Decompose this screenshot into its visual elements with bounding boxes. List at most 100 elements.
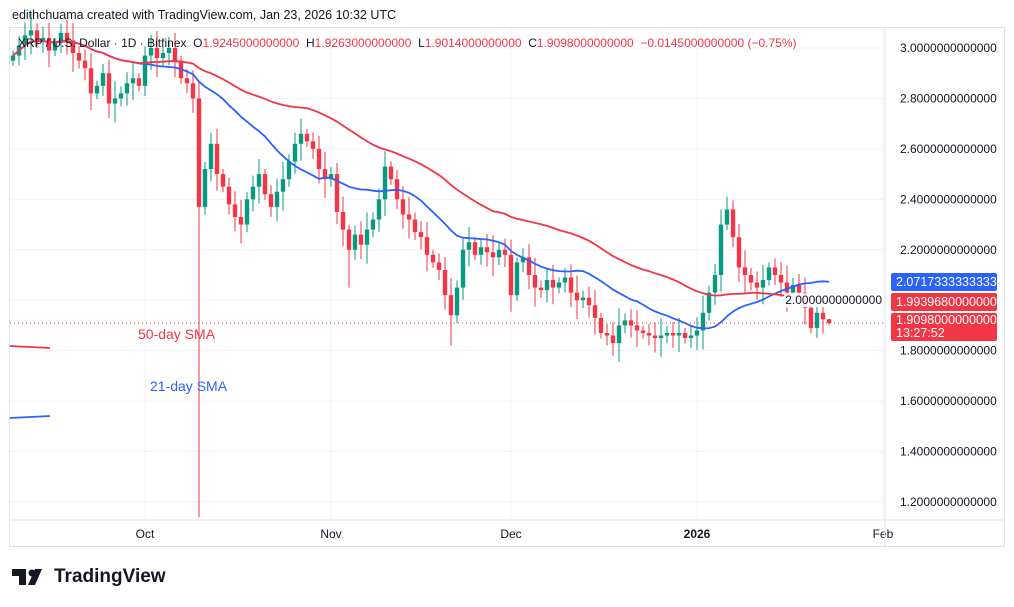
candle-body [580, 297, 586, 301]
symbol-title[interactable]: XRP / U.S. Dollar · 1D · Bitfinex [18, 36, 187, 50]
y-tick-label: 1.6000000000000 [900, 394, 997, 408]
candle-body [202, 169, 208, 207]
candle-body [760, 280, 766, 288]
candle-body [370, 219, 376, 230]
candle-body [304, 133, 310, 142]
candle-body [616, 325, 622, 344]
candle-body [700, 312, 706, 331]
candle-body [508, 254, 514, 296]
y-tick-label: 2.4000000000000 [900, 192, 997, 206]
candle-body [286, 161, 292, 180]
candle-body [214, 143, 220, 175]
x-tick-label: 2026 [684, 527, 711, 541]
candle-body [814, 312, 820, 328]
candle-body [742, 267, 748, 275]
y-tick-label: 1.4000000000000 [900, 445, 997, 459]
candle-body [118, 93, 124, 99]
candle-body [718, 224, 724, 275]
candle-body [10, 55, 16, 61]
candle-body [820, 312, 826, 320]
candle-body [196, 98, 202, 207]
sma21-annotation: 21-day SMA [150, 378, 228, 394]
candle-body [46, 37, 52, 51]
sma50-swatch [9, 345, 51, 349]
tradingview-logo[interactable]: TradingView [12, 566, 166, 588]
candle-body [550, 280, 556, 288]
candle-body [766, 267, 772, 281]
candle-body [40, 37, 46, 41]
candle-body [166, 48, 172, 54]
candle-body [772, 267, 778, 275]
chart-credit: edithchuama created with TradingView.com… [12, 8, 397, 22]
candle-body [238, 216, 244, 225]
candle-body [664, 332, 670, 336]
chart-frame [9, 27, 1005, 547]
candle-body [754, 282, 760, 288]
candle-body [568, 277, 574, 293]
candle-body [28, 30, 34, 36]
candle-body [334, 174, 340, 212]
candle-body [796, 285, 802, 293]
candle-body [406, 214, 412, 220]
y-tick-label: 2.2000000000000 [900, 243, 997, 257]
candle-body [790, 285, 796, 293]
candle-body [670, 332, 676, 336]
sma50-annotation: 50-day SMA [138, 326, 216, 342]
candle-body [310, 141, 316, 149]
candle-body [736, 237, 742, 268]
candle-body [256, 174, 262, 187]
low-label: L [418, 36, 425, 50]
tradingview-logo-icon [12, 569, 42, 585]
candle-body [220, 174, 226, 187]
candle-body [142, 55, 148, 86]
candle-body [574, 292, 580, 301]
candle-body [172, 48, 178, 61]
candle-body [52, 42, 58, 51]
candle-body [646, 332, 652, 336]
candle-body [466, 242, 472, 250]
candle-body [382, 166, 388, 200]
candle-body [682, 332, 688, 339]
x-tick-label: Feb [873, 527, 894, 541]
candle-body [346, 229, 352, 250]
candle-body [226, 186, 232, 205]
candle-body [694, 330, 700, 336]
candle-body [136, 78, 142, 86]
candle-body [610, 335, 616, 344]
candle-body [58, 32, 64, 43]
candle-body [34, 30, 40, 41]
candle-body [460, 249, 466, 288]
candle-body [778, 274, 784, 283]
high-label: H [305, 36, 315, 50]
candle-body [484, 247, 490, 253]
candle-body [340, 211, 346, 230]
sma-21-line [12, 39, 830, 330]
candle-body [784, 282, 790, 293]
candle-body [400, 199, 406, 215]
candle-body [130, 78, 136, 84]
candle-body [268, 194, 274, 207]
candle-body [652, 335, 658, 339]
y-tick-label: 1.2000000000000 [900, 495, 997, 509]
candle-body [730, 209, 736, 238]
candle-body [70, 40, 76, 54]
candle-body [454, 287, 460, 316]
candle-body [208, 143, 214, 170]
candle-body [76, 53, 82, 61]
candle-body [262, 174, 268, 195]
y-tick-label: 3.0000000000000 [900, 41, 997, 55]
candle-body [328, 174, 334, 180]
candle-body [22, 35, 28, 46]
candle-body [478, 247, 484, 255]
candle-body [532, 274, 538, 288]
last-price: 1.9098000000000 [896, 313, 997, 327]
candle-body [160, 53, 166, 59]
candle-body [298, 133, 304, 144]
last-price-tag: 1.9098000000000 13:27:52 [891, 313, 997, 341]
candle-body [364, 229, 370, 245]
candle-body [658, 335, 664, 339]
candle-body [688, 335, 694, 339]
candle-body [724, 209, 730, 225]
candle-body [280, 179, 286, 192]
